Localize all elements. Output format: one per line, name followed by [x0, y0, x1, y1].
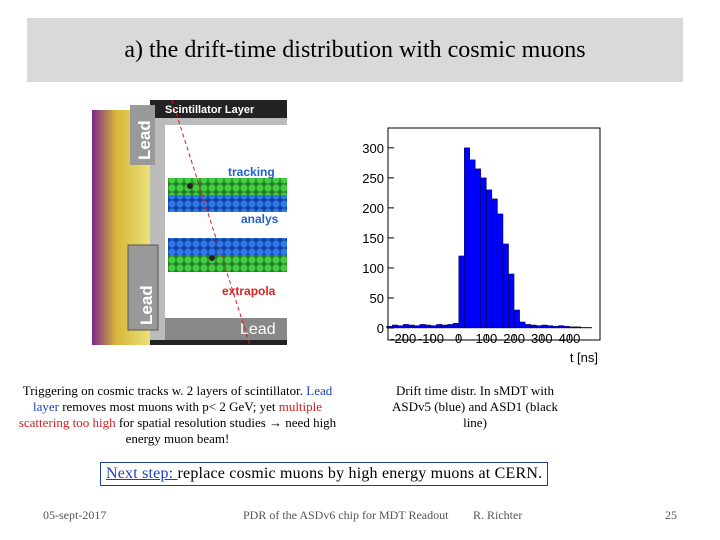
bar — [513, 309, 520, 329]
bar — [441, 324, 448, 329]
y-tick-label: 250 — [362, 171, 384, 186]
bar — [502, 243, 509, 329]
slide-title: a) the drift-time distribution with cosm… — [27, 18, 683, 82]
bar — [397, 325, 404, 329]
bar — [580, 327, 587, 329]
bar — [547, 325, 554, 329]
bar — [425, 324, 432, 329]
bar — [486, 189, 493, 329]
diagram-label: Lead — [240, 321, 276, 338]
bar — [391, 324, 398, 329]
y-tick-label: 300 — [362, 141, 384, 156]
bar — [574, 326, 581, 329]
bar — [541, 324, 548, 329]
next-step-label: Next step: — [106, 465, 178, 482]
bar — [524, 324, 531, 329]
bar — [447, 324, 454, 329]
lead-block — [130, 105, 155, 165]
footer-event: PDR of the ASDv6 chip for MDT Readout — [243, 508, 449, 522]
bar — [497, 213, 504, 329]
diagram-label: extrapola — [222, 284, 276, 298]
y-tick-label: 100 — [362, 261, 384, 276]
caption-left: Triggering on cosmic tracks w. 2 layers … — [15, 383, 340, 447]
tube-row — [168, 195, 287, 212]
caption-text: for spatial resolution studies — [115, 415, 270, 430]
x-tick-label: -200 — [390, 331, 416, 346]
bar — [563, 325, 570, 329]
bar — [558, 325, 565, 329]
tube-row — [168, 255, 287, 272]
footer-page: 25 — [665, 508, 677, 522]
scint-bar — [150, 100, 287, 118]
caption-right: Drift time distr. In sMDT with ASDv5 (bl… — [391, 383, 559, 430]
y-tick-label: 200 — [362, 201, 384, 216]
next-step-box: Next step: replace cosmic muons by high … — [100, 462, 549, 486]
caption-text: → need high energy muon beam! — [125, 415, 337, 446]
bar — [408, 324, 415, 329]
x-tick-label: -100 — [418, 331, 444, 346]
footer-date: 05-sept-2017 — [43, 508, 107, 522]
bar — [475, 168, 482, 329]
y-tick-label: 50 — [370, 291, 384, 306]
scint-bar — [150, 340, 287, 345]
x-tick-label: 400 — [559, 331, 581, 346]
x-axis-label: t [ns] — [570, 350, 598, 365]
bar — [585, 327, 592, 329]
caption-text: removes most muons with p< 2 GeV; yet — [58, 399, 279, 414]
bar — [464, 147, 470, 329]
bar — [469, 159, 476, 329]
y-tick-label: 0 — [377, 321, 384, 336]
x-tick-label: 200 — [503, 331, 525, 346]
panel — [165, 125, 287, 318]
bar — [552, 325, 559, 329]
hit — [187, 183, 193, 189]
lead-bar — [165, 318, 287, 340]
bar — [430, 325, 437, 329]
caption-text: Lead layer — [32, 383, 333, 414]
diagram-label: analys — [241, 212, 279, 226]
muon-track — [171, 99, 251, 346]
next-step-text: replace cosmic muons by high energy muon… — [177, 465, 543, 482]
bar — [452, 322, 459, 329]
bar — [414, 325, 421, 329]
footer-author: R. Richter — [473, 508, 523, 522]
tube-row — [168, 178, 287, 195]
bar — [386, 325, 393, 329]
bar — [458, 255, 465, 329]
bar — [436, 324, 443, 329]
bar — [403, 324, 409, 329]
bar — [530, 324, 537, 329]
y-tick-label: 150 — [362, 231, 384, 246]
x-tick-label: 100 — [476, 331, 498, 346]
caption-text: multiple scattering too high — [18, 399, 323, 430]
x-tick-label: 300 — [531, 331, 553, 346]
bar — [480, 177, 487, 329]
diagram-label: Lead — [135, 120, 154, 160]
bar — [508, 273, 515, 329]
bar — [536, 325, 543, 329]
bar — [569, 326, 576, 329]
bar — [491, 198, 498, 329]
diagram-label: Scintillator Layer — [165, 104, 255, 116]
detector-diagram: Scintillator Layer Lead tracking analys … — [92, 99, 287, 346]
diagram-label: tracking — [228, 165, 275, 179]
caption-text: Triggering on cosmic tracks w. 2 layers … — [22, 383, 307, 398]
x-tick-label: 0 — [455, 331, 462, 346]
diagram-label: Lead — [137, 285, 156, 325]
bar — [419, 324, 426, 329]
bar — [519, 321, 526, 329]
tube-row — [168, 238, 287, 255]
hit — [209, 255, 215, 261]
lead-block — [127, 244, 159, 331]
